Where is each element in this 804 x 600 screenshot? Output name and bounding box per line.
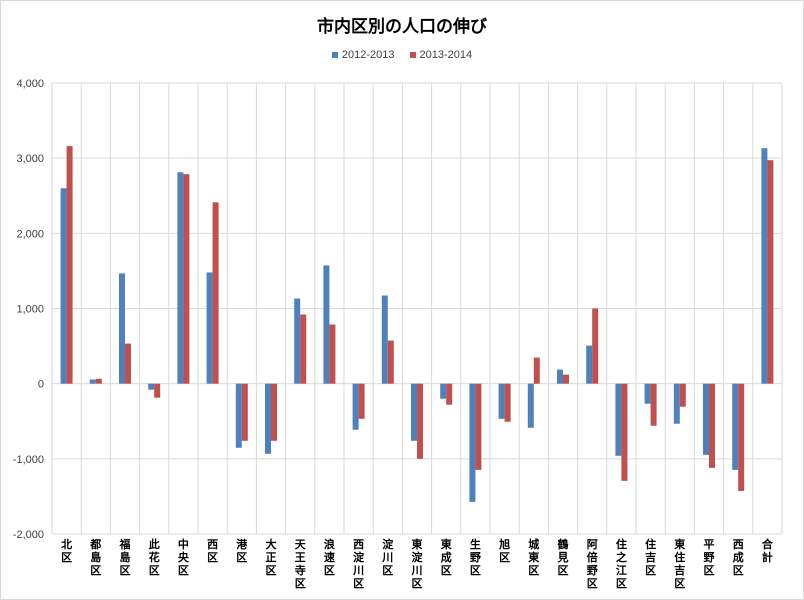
bar-2013-2014-西淀川区 <box>358 383 365 419</box>
bar-2013-2014-生野区 <box>475 383 482 470</box>
bar-2012-2013-住吉区 <box>644 383 651 404</box>
bar-2012-2013-港区 <box>235 383 242 448</box>
bar-2012-2013-浪速区 <box>323 265 330 384</box>
legend-swatch-red <box>409 52 416 58</box>
bar-2012-2013-淀川区 <box>381 295 388 384</box>
bar-2012-2013-福島区 <box>119 273 125 384</box>
bar-2012-2013-西淀川区 <box>352 383 359 430</box>
bar-2013-2014-東住吉区 <box>679 383 686 407</box>
x-tick-label: 北区 <box>61 537 72 564</box>
y-tick-label: 3,000 <box>16 153 44 165</box>
x-tick-label: 鶴見区 <box>557 537 569 577</box>
bar-2013-2014-中央区 <box>183 174 190 384</box>
y-tick-label: 0 <box>38 379 44 391</box>
bar-2013-2014-西成区 <box>738 383 745 491</box>
x-tick-label: 此花区 <box>149 537 160 577</box>
bar-2012-2013-西成区 <box>732 383 739 470</box>
bar-2012-2013-都島区 <box>89 379 96 384</box>
chart-title: 市内区別の人口の伸び <box>317 17 487 37</box>
x-tick-label: 浪速区 <box>324 537 335 577</box>
x-tick-label: 中央区 <box>178 537 190 577</box>
bar-2012-2013-中央区 <box>177 172 184 384</box>
bar-2012-2013-合計 <box>761 148 768 384</box>
bar-2013-2014-住之江区 <box>621 383 628 481</box>
x-tick-label: 旭区 <box>498 537 510 564</box>
legend: 2012-2013 2013-2014 <box>0 49 804 61</box>
y-tick-label: 2,000 <box>16 228 44 240</box>
x-tick-label: 西成区 <box>733 538 744 577</box>
bar-2013-2014-鶴見区 <box>563 374 569 384</box>
bar-2012-2013-住之江区 <box>615 383 622 456</box>
bar-2013-2014-西区 <box>212 202 219 384</box>
x-tick-label: 東住吉区 <box>674 537 686 590</box>
bar-2012-2013-平野区 <box>703 383 709 455</box>
bar-2012-2013-生野区 <box>469 383 476 502</box>
x-tick-label: 西区 <box>207 538 218 564</box>
x-tick-label: 生野区 <box>470 537 481 577</box>
x-tick-label: 平野区 <box>704 538 715 577</box>
x-tick-label: 都島区 <box>89 537 101 577</box>
bar-2012-2013-東住吉区 <box>673 383 680 424</box>
bar-2013-2014-城東区 <box>533 357 540 384</box>
bar-2013-2014-淀川区 <box>387 340 394 384</box>
bar-2013-2014-港区 <box>241 383 248 441</box>
x-tick-label: 淀川区 <box>381 537 394 577</box>
bar-2013-2014-旭区 <box>504 383 511 422</box>
x-tick-label: 天王寺区 <box>295 538 307 590</box>
x-tick-label: 住吉区 <box>645 537 656 577</box>
x-tick-label: 合計 <box>762 537 774 564</box>
y-tick-label: 4,000 <box>16 78 44 90</box>
bar-2012-2013-城東区 <box>527 383 534 428</box>
bar-2012-2013-此花区 <box>148 383 155 390</box>
bar-2013-2014-浪速区 <box>329 324 336 384</box>
bar-2012-2013-北区 <box>60 188 67 384</box>
y-tick-label: -2,000 <box>13 529 44 541</box>
bar-2013-2014-福島区 <box>125 343 131 384</box>
bar-2013-2014-天王寺区 <box>300 314 307 384</box>
bar-2012-2013-大正区 <box>265 383 271 454</box>
legend-item-2013-2014: 2013-2014 <box>409 49 473 61</box>
legend-swatch-blue <box>331 52 338 58</box>
x-tick-label: 住之江区 <box>616 537 627 590</box>
bar-2013-2014-北区 <box>66 146 73 384</box>
x-tick-label: 阿倍野区 <box>587 537 598 590</box>
bar-2013-2014-阿倍野区 <box>592 308 599 384</box>
bar-2013-2014-都島区 <box>95 378 102 384</box>
bar-2012-2013-阿倍野区 <box>586 345 593 384</box>
legend-label: 2012-2013 <box>341 49 395 61</box>
bar-2013-2014-合計 <box>767 160 774 384</box>
bar-2012-2013-鶴見区 <box>557 369 563 384</box>
bar-2012-2013-東淀川区 <box>411 383 417 441</box>
bar-2013-2014-此花区 <box>154 383 161 398</box>
x-tick-label: 東成区 <box>441 537 453 577</box>
bar-2012-2013-旭区 <box>498 383 505 419</box>
bar-2013-2014-平野区 <box>709 383 715 468</box>
x-tick-label: 港区 <box>236 537 248 564</box>
bar-2012-2013-東成区 <box>440 383 447 399</box>
bar-2012-2013-天王寺区 <box>294 298 301 384</box>
x-tick-label: 福島区 <box>119 537 131 577</box>
x-tick-label: 東淀川区 <box>411 537 424 590</box>
x-tick-label: 城東区 <box>528 537 540 577</box>
x-tick-label: 大正区 <box>266 537 277 577</box>
y-tick-label: -1,000 <box>13 454 44 466</box>
y-tick-label: 1,000 <box>16 304 44 316</box>
legend-item-2012-2013: 2012-2013 <box>331 49 395 61</box>
bar-2013-2014-大正区 <box>271 383 277 441</box>
legend-label: 2013-2014 <box>419 49 473 61</box>
bar-2012-2013-西区 <box>206 272 213 384</box>
bar-2013-2014-東淀川区 <box>417 383 423 459</box>
bar-2013-2014-東成区 <box>446 383 453 405</box>
x-tick-label: 西淀川区 <box>352 538 365 590</box>
bar-2013-2014-住吉区 <box>650 383 657 426</box>
